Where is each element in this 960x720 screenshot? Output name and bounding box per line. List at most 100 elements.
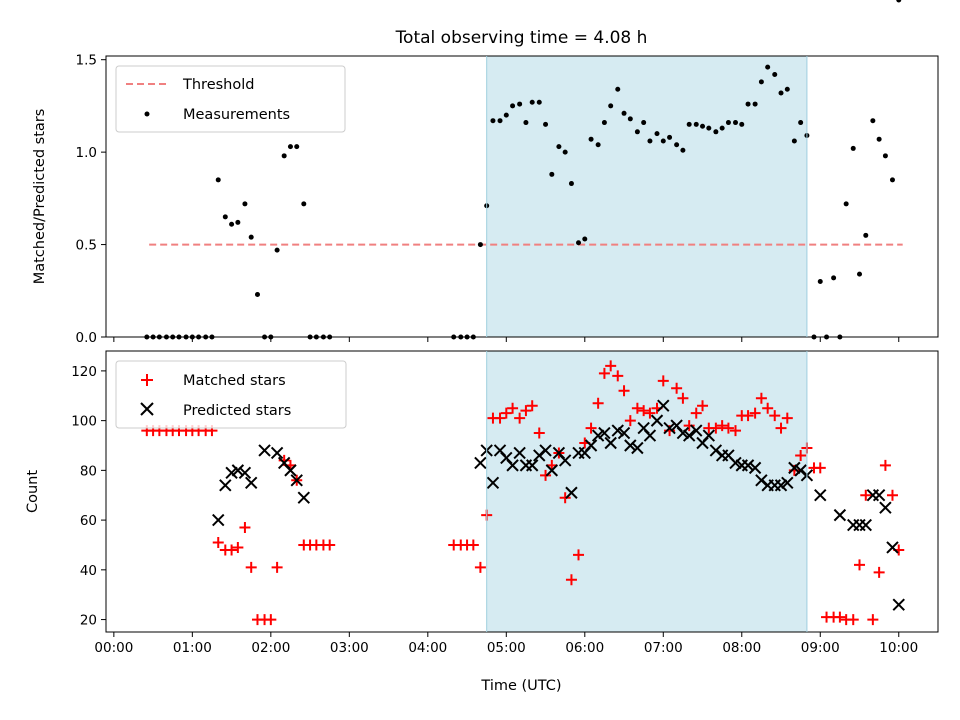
predicted-stars-point-31 xyxy=(598,426,611,440)
y-tick-label-bot-5: 120 xyxy=(71,364,97,380)
legend-threshold-label: Threshold xyxy=(182,77,254,93)
x-tick-label-5: 05:00 xyxy=(487,640,526,656)
predicted-stars-point-1 xyxy=(219,479,232,492)
matched-stars-point-63 xyxy=(671,382,683,394)
matched-stars-point-47 xyxy=(565,574,577,586)
measurements-point-91 xyxy=(857,271,863,277)
predicted-stars-point-36 xyxy=(631,441,644,455)
measurements-point-58 xyxy=(641,120,647,126)
predicted-stars-point-64 xyxy=(833,508,847,522)
measurements-point-16 xyxy=(248,234,254,240)
matched-stars-point-65 xyxy=(683,420,695,432)
measurements-point-70 xyxy=(719,125,725,131)
measurements-point-61 xyxy=(660,138,666,144)
observing-window-span-top xyxy=(486,56,807,337)
measurements-point-44 xyxy=(549,171,555,177)
matched-stars-point-20 xyxy=(271,561,283,573)
matched-stars-point-76 xyxy=(755,392,767,404)
measurements-point-78 xyxy=(772,71,778,77)
legend-box-top xyxy=(115,65,346,133)
matched-stars-point-50 xyxy=(585,422,597,434)
matched-stars-point-57 xyxy=(631,402,643,414)
matched-stars-point-36 xyxy=(494,412,506,424)
matched-stars-point-39 xyxy=(514,412,526,424)
measurements-point-87 xyxy=(831,275,837,281)
y-tick-label-top-1: 0.5 xyxy=(76,238,97,254)
axis-ticks-bottom: 00:00 01:00 02:00 03:00 04:00 05:00 06:00 07:00… xyxy=(71,364,918,656)
predicted-stars-point-51 xyxy=(729,456,742,470)
matched-stars-point-53 xyxy=(605,360,617,372)
measurements-point-89 xyxy=(843,201,849,207)
predicted-stars-point-18 xyxy=(513,446,526,460)
measurements-point-46 xyxy=(562,149,568,155)
predicted-stars-point-22 xyxy=(539,444,552,457)
subplot-ratio: 0.0 0.5 1.0 1.5 Matched/Predicted stars Thr… xyxy=(32,0,939,346)
predicted-stars-point-67 xyxy=(859,518,872,532)
subplot-counts: 00:00 01:00 02:00 03:00 04:00 05:00 06:00 07:00… xyxy=(25,350,939,656)
predicted-stars-point-44 xyxy=(682,429,696,442)
measurements-point-36 xyxy=(497,118,503,124)
matched-stars-point-43 xyxy=(540,469,552,481)
predicted-stars-point-59 xyxy=(781,476,794,490)
measurements-point-75 xyxy=(752,101,758,107)
x-tick-label-6: 06:00 xyxy=(565,640,604,656)
measurements-point-14 xyxy=(235,219,241,225)
measurements-point-68 xyxy=(706,125,712,131)
predicted-stars-point-12 xyxy=(474,456,487,470)
series-layer-top xyxy=(144,0,903,340)
predicted-stars-point-53 xyxy=(741,459,755,472)
legend-measurements-swatch xyxy=(144,111,150,117)
measurements-point-49 xyxy=(582,236,588,242)
measurements-point-39 xyxy=(517,101,523,107)
measurements-point-76 xyxy=(758,79,764,85)
legend-bottom: Matched stars Predicted stars xyxy=(115,360,347,429)
matched-stars-point-92 xyxy=(860,489,872,501)
matched-stars-point-51 xyxy=(592,397,604,409)
legend-top: Threshold Measurements xyxy=(115,65,346,133)
predicted-stars-point-63 xyxy=(814,489,827,502)
measurements-point-93 xyxy=(870,118,876,124)
matched-stars-point-58 xyxy=(638,405,650,417)
axis-ticks-top: 0.0 0.5 1.0 1.5 xyxy=(76,53,900,346)
x-tick-label-8: 08:00 xyxy=(722,640,761,656)
measurements-point-77 xyxy=(765,64,771,70)
measurements-point-54 xyxy=(615,86,621,92)
matched-stars-point-14 xyxy=(232,541,244,553)
matched-stars-point-85 xyxy=(814,462,826,474)
measurements-point-82 xyxy=(798,120,804,126)
predicted-stars-point-58 xyxy=(774,479,788,492)
matched-stars-point-64 xyxy=(677,392,689,404)
measurements-point-96 xyxy=(889,177,895,183)
measurements-point-11 xyxy=(215,177,221,183)
x-tick-label-9: 09:00 xyxy=(801,640,840,656)
measurements-point-64 xyxy=(680,147,686,153)
matched-stars-point-56 xyxy=(624,415,636,427)
matched-stars-point-88 xyxy=(834,611,846,623)
matched-stars-point-59 xyxy=(644,407,656,419)
matched-stars-point-74 xyxy=(742,410,754,422)
measurements-point-35 xyxy=(490,118,496,124)
measurements-point-69 xyxy=(713,129,719,135)
matched-stars-point-80 xyxy=(781,412,793,424)
matched-stars-point-96 xyxy=(886,489,898,501)
predicted-stars-point-25 xyxy=(558,454,572,467)
predicted-stars-point-33 xyxy=(611,424,624,437)
matched-stars-point-52 xyxy=(598,367,610,379)
predicted-stars-point-10 xyxy=(290,474,303,487)
predicted-stars-point-38 xyxy=(643,429,657,442)
legend-matched-label: Matched stars xyxy=(183,373,286,389)
predicted-stars-point-34 xyxy=(617,426,631,440)
measurements-point-62 xyxy=(667,134,673,140)
y-axis-label-top: Matched/Predicted stars xyxy=(32,109,48,285)
measurements-point-81 xyxy=(791,138,797,144)
matched-stars-point-41 xyxy=(526,400,538,412)
matched-stars-point-13 xyxy=(226,544,238,556)
predicted-stars-point-23 xyxy=(545,464,559,477)
x-tick-label-10: 10:00 xyxy=(879,640,918,656)
matched-stars-point-55 xyxy=(618,385,630,397)
y-tick-label-bot-1: 40 xyxy=(80,563,97,579)
predicted-stars-point-3 xyxy=(231,464,245,477)
x-tick-label-3: 03:00 xyxy=(330,640,369,656)
axes-frame-top xyxy=(105,55,939,338)
y-tick-label-top-3: 1.5 xyxy=(76,53,97,69)
